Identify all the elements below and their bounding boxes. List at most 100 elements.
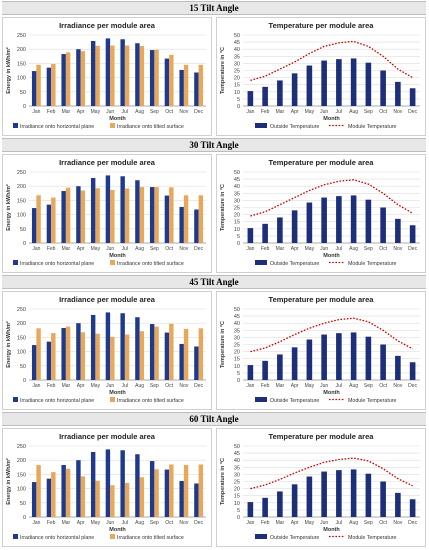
x-tick-label: May [305, 383, 315, 389]
x-tick-label: Nov [179, 109, 188, 115]
chart-title: Irradiance per module area [59, 432, 156, 441]
y-tick-label: 150 [17, 198, 26, 204]
x-tick-label: Nov [179, 520, 188, 526]
x-tick-label: Jun [320, 109, 328, 115]
x-tick-label: Aug [349, 109, 358, 115]
bar-tilted-surface [51, 63, 56, 106]
y-tick-label: 10 [234, 501, 240, 507]
y-tick-label: 5 [237, 97, 240, 103]
bar-outside-temperature [247, 91, 254, 106]
bar-horizontal-plane [135, 317, 140, 380]
x-tick-label: Sep [150, 383, 159, 389]
x-tick-label: Dec [194, 246, 203, 252]
bar-tilted-surface [154, 187, 159, 243]
legend-swatch-outside [255, 260, 267, 265]
bar-horizontal-plane [61, 465, 66, 517]
bar-tilted-surface [80, 51, 86, 106]
x-axis-label: Month [109, 253, 126, 259]
y-tick-label: 45 [234, 451, 240, 457]
x-tick-label: Nov [179, 383, 188, 389]
legend-label: Outside Temperature [270, 124, 319, 130]
legend-swatch-outside [255, 534, 267, 539]
bar-tilted-surface [110, 336, 115, 380]
bar-outside-temperature [262, 86, 268, 106]
x-tick-label: Feb [261, 109, 270, 115]
y-tick-label: 100 [17, 487, 26, 493]
bar-tilted-surface [169, 464, 174, 517]
legend-label: Irradiance onto tilted surface [117, 398, 184, 404]
bar-horizontal-plane [149, 461, 155, 517]
x-tick-label: Dec [408, 520, 417, 526]
x-tick-label: Nov [393, 520, 402, 526]
bar-horizontal-plane [61, 54, 66, 106]
chart-title: Temperature per module area [269, 295, 375, 304]
y-tick-label: 0 [23, 515, 26, 521]
y-tick-label: 0 [237, 104, 240, 110]
section-banner: 60 Tilt Angle [2, 412, 426, 426]
bar-horizontal-plane [120, 39, 125, 106]
legend-label: Irradiance onto horizontal plane [20, 261, 94, 267]
legend-swatch-outside [255, 123, 267, 128]
y-axis-label: Temperature in °C [220, 184, 226, 231]
bar-outside-temperature [262, 497, 268, 517]
y-tick-label: 0 [23, 378, 26, 384]
bar-horizontal-plane [90, 451, 96, 517]
y-tick-label: 50 [20, 364, 26, 370]
bar-horizontal-plane [179, 206, 184, 243]
legend-label: Irradiance onto horizontal plane [20, 398, 94, 404]
bar-horizontal-plane [31, 208, 37, 243]
bar-outside-temperature [247, 502, 254, 517]
bar-horizontal-plane [46, 67, 52, 106]
legend-label: Irradiance onto tilted surface [117, 261, 184, 267]
x-tick-label: Jul [122, 520, 128, 526]
x-axis-label: Month [109, 116, 126, 122]
bar-outside-temperature [277, 491, 283, 517]
bar-horizontal-plane [90, 314, 96, 380]
x-tick-label: Jun [106, 109, 114, 115]
bar-outside-temperature [306, 476, 313, 517]
bar-tilted-surface [169, 323, 174, 380]
bar-horizontal-plane [105, 312, 111, 380]
x-tick-label: Mar [62, 246, 71, 252]
y-tick-label: 40 [234, 47, 240, 53]
bar-tilted-surface [154, 49, 159, 106]
bar-outside-temperature [409, 225, 416, 243]
x-tick-label: Jan [32, 520, 40, 526]
y-tick-label: 0 [23, 104, 26, 110]
y-axis-label: Temperature in °C [220, 458, 226, 505]
section-45-tilt: 45 Tilt Angle Irradiance per module area… [2, 275, 426, 412]
x-tick-label: Sep [364, 383, 373, 389]
bar-outside-temperature [321, 60, 327, 106]
y-tick-label: 150 [17, 61, 26, 67]
section-30-tilt: 30 Tilt Angle Irradiance per module area… [2, 138, 426, 275]
y-tick-label: 50 [20, 501, 26, 507]
x-tick-label: Aug [135, 109, 144, 115]
y-axis-label: Energy in kWh/m² [5, 47, 12, 94]
bar-outside-temperature [306, 339, 313, 380]
y-tick-label: 200 [17, 458, 26, 464]
legend-label: Module Temperature [348, 398, 397, 404]
x-tick-label: Sep [364, 246, 373, 252]
y-tick-label: 20 [234, 487, 240, 493]
x-tick-label: Dec [408, 109, 417, 115]
x-tick-label: Oct [379, 246, 387, 252]
bar-horizontal-plane [135, 454, 140, 517]
y-tick-label: 5 [237, 371, 240, 377]
x-tick-label: Dec [408, 383, 417, 389]
irradiance-chart: Irradiance per module area 0 50 100 150 200 25… [5, 158, 206, 267]
bar-outside-temperature [380, 207, 386, 243]
chart-title: Irradiance per module area [59, 21, 156, 30]
bar-horizontal-plane [120, 450, 125, 517]
bar-horizontal-plane [194, 72, 199, 106]
bar-outside-temperature [291, 210, 298, 243]
temperature-chart-panel: Temperature per module area 0 5 10 15 20 25 30 3… [216, 428, 426, 547]
y-tick-label: 100 [17, 213, 26, 219]
bar-tilted-surface [36, 64, 41, 106]
bar-outside-temperature [247, 228, 254, 243]
y-tick-label: 40 [234, 458, 240, 464]
bar-outside-temperature [365, 199, 372, 243]
x-tick-label: Mar [62, 520, 71, 526]
bar-tilted-surface [124, 188, 130, 243]
x-tick-label: Apr [77, 109, 85, 115]
